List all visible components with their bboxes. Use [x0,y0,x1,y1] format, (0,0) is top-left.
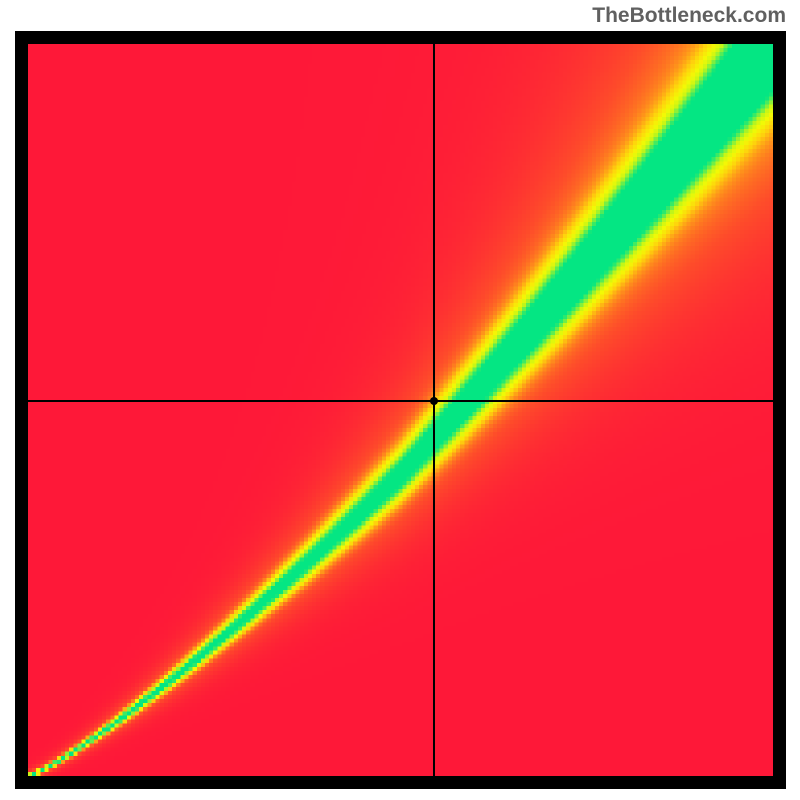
attribution-text: TheBottleneck.com [592,4,786,28]
chart-container: TheBottleneck.com [0,0,800,800]
crosshair-horizontal [28,400,773,402]
crosshair-vertical [433,44,435,776]
heatmap-canvas [28,44,773,776]
